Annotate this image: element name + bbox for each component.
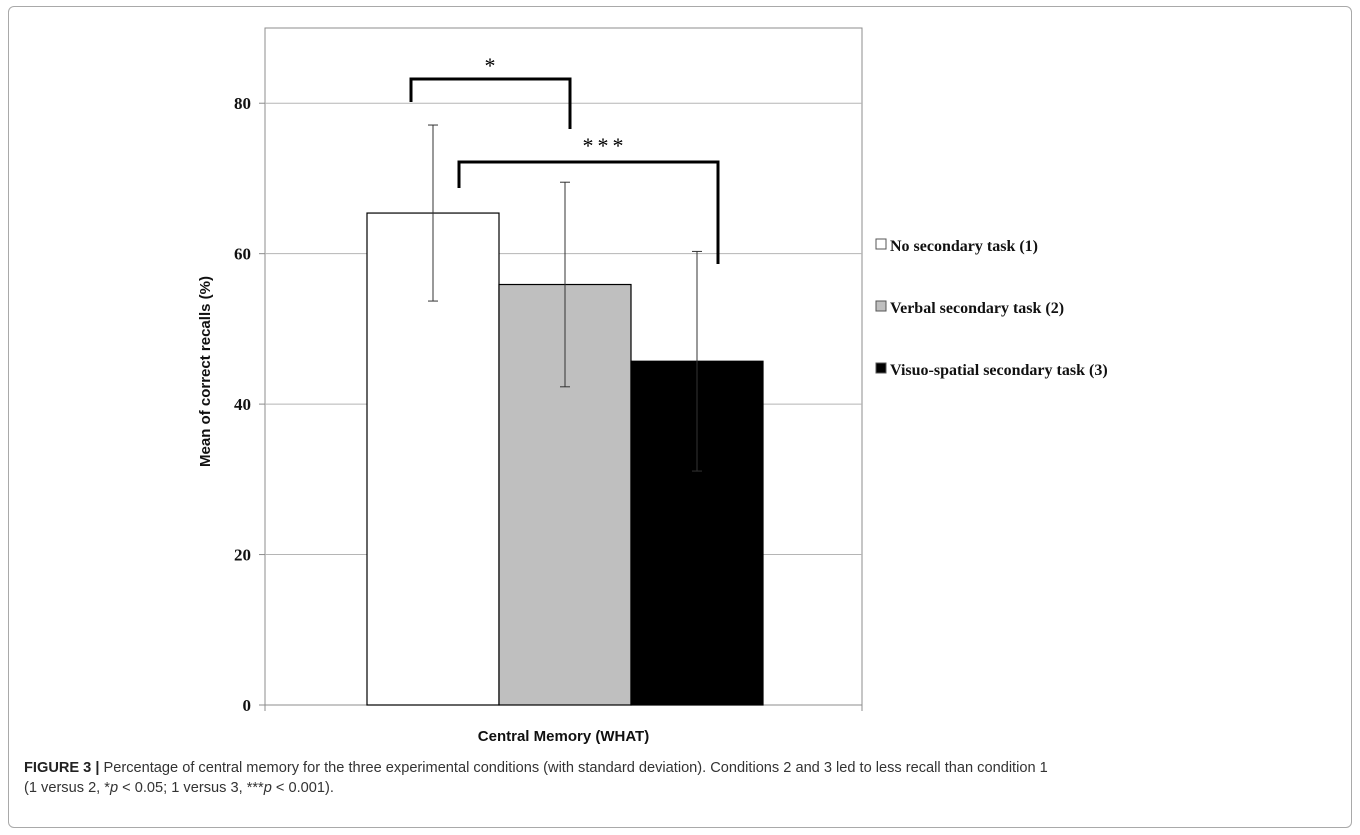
legend-swatch-1 bbox=[875, 238, 887, 250]
legend-label-3: Visuo-spatial secondary task (3) bbox=[890, 362, 1108, 379]
legend-label-2: Verbal secondary task (2) bbox=[890, 300, 1064, 317]
legend-swatch-2 bbox=[875, 300, 887, 312]
caption-label: FIGURE 3 | bbox=[24, 760, 100, 776]
x-axis-label: Central Memory (WHAT) bbox=[478, 728, 649, 745]
legend-label-1: No secondary task (1) bbox=[890, 238, 1038, 255]
caption-text-2a: (1 versus 2, * bbox=[24, 780, 110, 796]
y-axis-label: Mean of correct recalls (%) bbox=[197, 276, 214, 467]
legend-swatch-3 bbox=[875, 362, 887, 374]
y-tick-label: 40 bbox=[234, 395, 251, 414]
y-tick-label: 0 bbox=[243, 696, 252, 715]
significance-label-2: *** bbox=[583, 133, 628, 158]
caption-p-1: p bbox=[109, 780, 119, 796]
caption-p-2: p bbox=[263, 780, 272, 796]
legend: No secondary task (1) Verbal secondary ta… bbox=[875, 238, 1108, 379]
y-tick-label: 20 bbox=[234, 546, 251, 565]
y-tick-label: 60 bbox=[234, 245, 251, 264]
caption-text-1: Percentage of central memory for the thr… bbox=[99, 760, 1048, 776]
y-tick-label: 80 bbox=[234, 94, 251, 113]
significance-bracket-2 bbox=[457, 160, 720, 264]
significance-label-1: * bbox=[485, 53, 496, 78]
significance-bracket-1 bbox=[409, 77, 572, 129]
figure-caption: FIGURE 3 | Percentage of central memory … bbox=[24, 758, 1334, 798]
caption-text-2b: < 0.05; 1 versus 3, *** bbox=[118, 780, 264, 796]
caption-text-2c: < 0.001). bbox=[271, 780, 334, 796]
